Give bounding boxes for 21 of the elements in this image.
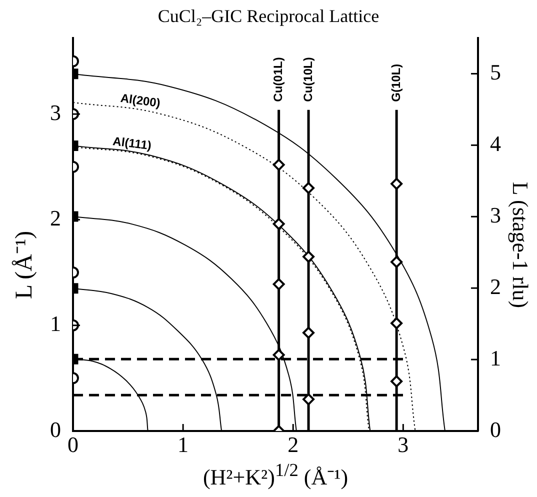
- y2-axis-title: L (stage-1 rlu): [507, 182, 533, 308]
- y2-tick-label: 5: [490, 60, 501, 85]
- text: Al(200): [120, 91, 162, 110]
- text: Al(111): [112, 134, 152, 153]
- x-tick-label: 2: [288, 432, 299, 457]
- text: G(10L): [388, 64, 403, 102]
- text: Cu(01L): [271, 57, 286, 102]
- y2-tick-label: 3: [490, 202, 501, 228]
- chart-title: CuCl₂–GIC Reciprocal Lattice: [156, 6, 380, 27]
- y2-tick-label: 1: [490, 345, 501, 370]
- y-tick-label: 3: [50, 100, 61, 125]
- y-tick-label: 1: [50, 311, 61, 336]
- y2-tick-label: 2: [490, 274, 501, 299]
- y-tick-label: 2: [50, 205, 61, 230]
- x-tick-label: 3: [398, 432, 409, 457]
- x-axis-title: (H²+K²)$^{1/2}$ (Å⁻¹): [202, 460, 350, 490]
- text: Cu(10L): [300, 57, 315, 102]
- y-axis-title: L (Å⁻¹): [10, 230, 38, 300]
- x-tick-label: 1: [178, 432, 189, 457]
- x-tick-label: 0: [68, 432, 78, 457]
- y2-tick-label: 4: [490, 130, 501, 156]
